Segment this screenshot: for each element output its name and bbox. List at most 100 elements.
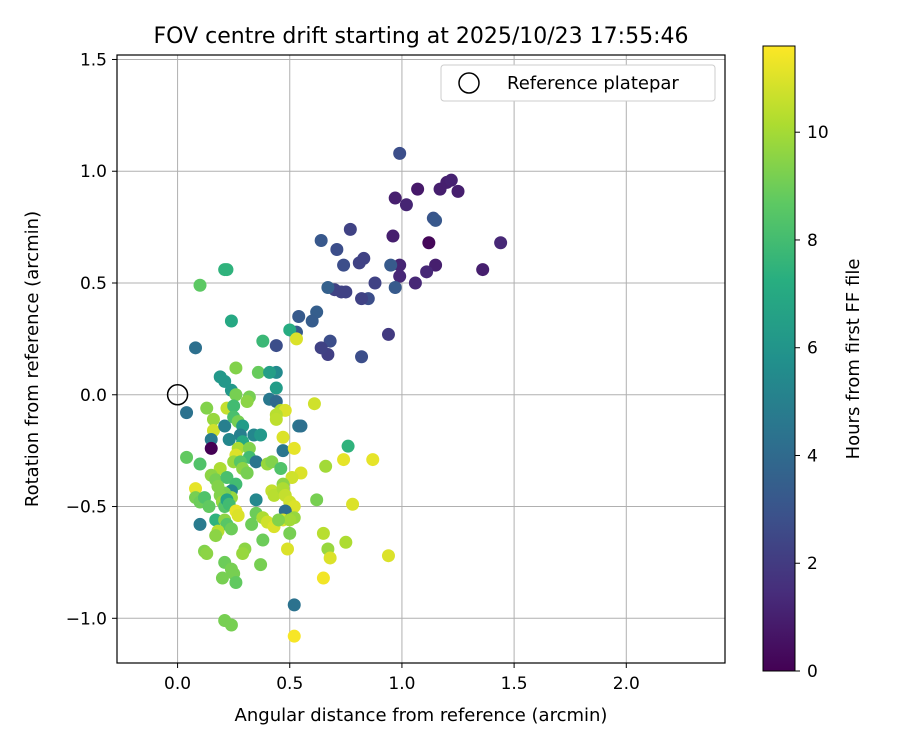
data-point [218, 419, 232, 433]
data-point [316, 571, 330, 585]
data-point [200, 401, 214, 415]
data-point [193, 457, 207, 471]
data-point [366, 453, 380, 467]
data-point [393, 269, 407, 283]
data-point [276, 430, 290, 444]
colorbar: 0 2 4 6 8 10 Hours from first FF file [762, 45, 864, 682]
data-point [224, 314, 238, 328]
colorbar-tick-label: 10 [807, 123, 829, 143]
data-point [343, 222, 357, 236]
y-tick-label: 0.0 [80, 386, 107, 406]
data-point [420, 265, 434, 279]
data-point [305, 314, 319, 328]
data-point [352, 256, 366, 270]
data-point [274, 462, 288, 476]
data-point [218, 374, 232, 388]
data-point [287, 629, 301, 643]
colorbar-tick-label: 4 [807, 446, 818, 466]
legend: Reference platepar [440, 64, 716, 102]
scatter-points [180, 146, 508, 643]
data-point [339, 535, 353, 549]
colorbar-tick-label: 6 [807, 339, 818, 359]
data-point [283, 513, 297, 527]
data-point [209, 513, 223, 527]
y-tick-label: 0.5 [80, 274, 107, 294]
data-point [220, 263, 234, 277]
data-point [323, 334, 337, 348]
x-tick-label: 2.0 [613, 674, 640, 694]
data-point [337, 258, 351, 272]
data-point [283, 526, 297, 540]
data-point [189, 341, 203, 355]
x-tick-label: 1.0 [388, 674, 415, 694]
colorbar-tick-label: 0 [807, 662, 818, 682]
data-point [224, 618, 238, 632]
data-point [411, 182, 425, 196]
data-point [476, 263, 490, 277]
data-point [330, 242, 344, 256]
data-point [249, 455, 263, 469]
data-point [256, 533, 270, 547]
chart-title: FOV centre drift starting at 2025/10/23 … [154, 24, 689, 49]
data-point [272, 513, 286, 527]
data-point [388, 280, 402, 294]
data-point [321, 280, 335, 294]
data-point [229, 388, 243, 402]
y-tick-label: 1.0 [80, 162, 107, 182]
data-point [242, 441, 256, 455]
data-point [263, 365, 277, 379]
data-point [209, 529, 223, 543]
data-point [307, 397, 321, 411]
y-tick-label: 1.5 [80, 50, 107, 70]
data-point [314, 341, 328, 355]
data-point [384, 258, 398, 272]
y-tick-label: −1.0 [66, 609, 107, 629]
data-point [355, 350, 369, 364]
colorbar-tick-label: 2 [807, 554, 818, 574]
data-point [283, 323, 297, 337]
y-axis-ticks: −1.0 −0.5 0.0 0.5 1.0 1.5 [66, 50, 117, 629]
data-point [393, 258, 407, 272]
data-point [180, 450, 194, 464]
data-point [368, 276, 382, 290]
data-point [294, 419, 308, 433]
data-point [245, 517, 259, 531]
data-point [289, 332, 303, 346]
colorbar-tick-label: 8 [807, 231, 818, 251]
data-point [180, 406, 194, 420]
data-point [444, 173, 458, 187]
data-point [256, 334, 270, 348]
data-point [204, 441, 218, 455]
data-point [388, 191, 402, 205]
data-point [281, 542, 295, 556]
data-point [254, 428, 268, 442]
data-point [292, 310, 306, 324]
data-point [220, 470, 234, 484]
y-tick-label: −0.5 [66, 498, 107, 518]
data-point [204, 432, 218, 446]
data-point [200, 546, 214, 560]
data-point [319, 459, 333, 473]
data-point [386, 229, 400, 243]
data-point [236, 546, 250, 560]
data-point [267, 488, 281, 502]
data-point [229, 361, 243, 375]
data-point [189, 482, 203, 496]
data-point [202, 500, 216, 514]
data-point [314, 234, 328, 248]
data-point [429, 213, 443, 227]
legend-marker [458, 72, 480, 94]
data-point [399, 198, 413, 212]
grid-horizontal [117, 58, 725, 619]
x-axis-label: Angular distance from reference (arcmin) [235, 705, 608, 726]
data-point [222, 432, 236, 446]
data-point [341, 439, 355, 453]
data-point [422, 236, 436, 250]
data-point [240, 466, 254, 480]
reference-marker [166, 384, 189, 406]
data-point [206, 412, 220, 426]
data-point [224, 522, 238, 536]
x-tick-label: 0.0 [164, 674, 191, 694]
data-point [381, 549, 395, 563]
